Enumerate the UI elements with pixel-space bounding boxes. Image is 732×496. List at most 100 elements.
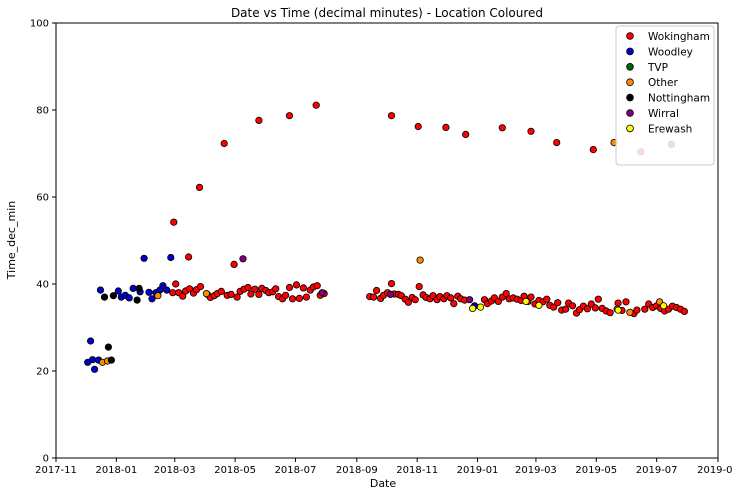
legend-label-erewash: Erewash [648, 123, 692, 135]
point-wokingham-26 [196, 282, 205, 291]
point-wokingham-125 [622, 298, 630, 306]
point-wokingham-122 [606, 309, 614, 317]
x-tick-label: 2018-09 [336, 465, 378, 476]
point-wokingham-107 [550, 303, 558, 311]
x-tick-label: 2018-11 [396, 465, 438, 476]
x-tick-label: 2019-07 [636, 465, 678, 476]
point-wokingham-39 [251, 285, 259, 293]
legend-label-wokingham: Wokingham [648, 31, 710, 43]
point-wokingham-62 [372, 286, 381, 295]
legend-marker-erewash [626, 124, 634, 133]
legend-label-wirral: Wirral [648, 108, 679, 120]
point-wokingham-83 [447, 294, 455, 302]
point-wokingham-15 [589, 146, 597, 154]
x-tick-label: 2019-01 [457, 465, 499, 476]
point-wokingham-51 [292, 281, 301, 289]
point-wokingham-12 [498, 124, 506, 132]
chart-title: Date vs Time (decimal minutes) - Locatio… [231, 6, 543, 20]
point-nottingham-1 [104, 343, 113, 351]
point-wokingham-61 [369, 293, 378, 301]
point-wirral-1 [318, 289, 326, 297]
point-woodley-9 [125, 294, 133, 302]
point-wokingham-73 [411, 296, 419, 304]
point-wokingham-4 [230, 260, 238, 268]
legend-marker-other [626, 78, 634, 86]
point-wokingham-10 [442, 123, 450, 132]
y-tick-label: 0 [43, 454, 49, 465]
point-other-4 [416, 256, 424, 264]
point-wokingham-108 [554, 299, 562, 307]
point-wokingham-45 [272, 285, 280, 293]
point-wirral-0 [239, 255, 247, 263]
point-other-2 [154, 292, 162, 300]
point-wokingham-52 [295, 294, 303, 302]
point-wokingham-2 [195, 183, 204, 191]
point-wokingham-0 [170, 218, 178, 226]
point-wokingham-18 [169, 289, 177, 297]
point-wokingham-19 [172, 280, 180, 288]
point-wokingham-119 [594, 295, 602, 303]
point-wokingham-123 [614, 299, 622, 307]
legend-marker-nottingham [626, 93, 634, 102]
point-wokingham-105 [543, 295, 551, 303]
point-wokingham-138 [680, 307, 689, 315]
point-erewash-4 [614, 306, 622, 314]
point-wokingham-84 [450, 299, 458, 308]
point-wokingham-57 [313, 282, 321, 290]
y-axis-ticks: 0 20 40 60 80 100 [30, 19, 56, 465]
x-tick-label: 2018-03 [154, 465, 196, 476]
legend-marker-wokingham [626, 32, 634, 40]
point-nottingham-4 [133, 296, 141, 304]
point-wokingham-37 [244, 283, 252, 292]
x-tick-label: 2019-05 [575, 465, 617, 476]
point-nottingham-0 [100, 293, 109, 301]
point-wokingham-101 [527, 293, 535, 301]
point-erewash-2 [522, 297, 530, 305]
point-wokingham-110 [561, 305, 570, 313]
point-wokingham-74 [415, 282, 423, 291]
point-woodley-3 [91, 365, 99, 373]
point-erewash-5 [659, 302, 668, 310]
x-tick-label: 2017-11 [35, 465, 77, 476]
point-nottingham-2 [107, 356, 116, 364]
point-woodley-1 [87, 337, 95, 345]
data-points [84, 101, 689, 373]
legend-marker-wirral [626, 109, 634, 117]
legend-marker-tvp [626, 63, 634, 71]
point-wokingham-7 [312, 101, 320, 109]
point-woodley-2 [89, 356, 97, 364]
y-axis-label: Time_dec_min [5, 201, 18, 280]
point-wokingham-127 [633, 306, 641, 314]
point-wokingham-13 [527, 127, 535, 135]
point-wokingham-66 [387, 279, 396, 288]
point-wokingham-3 [220, 139, 228, 148]
x-tick-label: 2018-07 [275, 465, 317, 476]
x-tick-label: 2018-01 [95, 465, 137, 476]
legend-frame [615, 25, 715, 166]
point-wokingham-5 [255, 116, 263, 125]
y-tick-label: 20 [36, 367, 49, 378]
y-tick-label: 60 [36, 193, 49, 204]
legend-marker-woodley [626, 47, 634, 56]
point-woodley-19 [167, 253, 175, 262]
legend-label-nottingham: Nottingham [648, 93, 710, 105]
legend-label-woodley: Woodley [648, 46, 693, 58]
point-wokingham-40 [255, 290, 263, 298]
point-erewash-1 [476, 303, 485, 311]
point-wokingham-1 [185, 253, 193, 261]
point-wokingham-8 [387, 112, 396, 120]
point-woodley-10 [129, 284, 137, 292]
point-other-3 [202, 289, 210, 298]
y-tick-label: 40 [36, 280, 49, 291]
x-tick-label: 2019-09 [697, 465, 732, 476]
point-wokingham-14 [553, 139, 561, 147]
point-wokingham-34 [233, 293, 241, 301]
point-nottingham-5 [135, 284, 143, 292]
point-wirral-3 [465, 296, 474, 304]
point-woodley-13 [145, 288, 153, 296]
point-wokingham-9 [414, 122, 422, 131]
y-tick-label: 80 [36, 106, 49, 117]
point-wokingham-38 [247, 290, 255, 298]
point-wokingham-118 [591, 304, 599, 312]
y-tick-label: 100 [30, 19, 49, 30]
